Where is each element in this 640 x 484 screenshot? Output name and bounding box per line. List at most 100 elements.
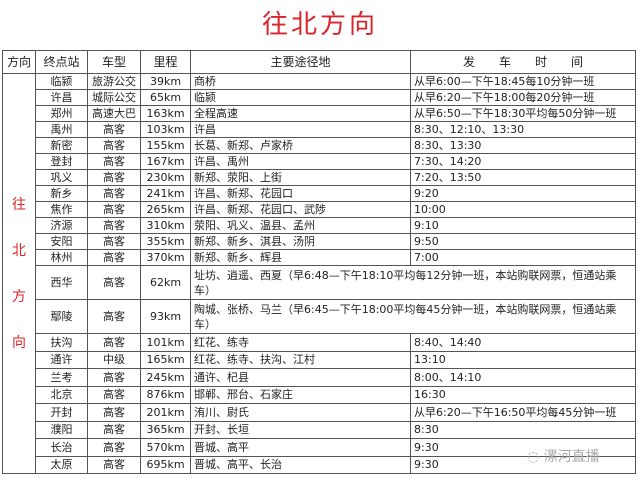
distance-cell: 570km: [140, 438, 191, 457]
distance-cell: 245km: [140, 368, 191, 387]
bus-type-cell: 高客: [87, 137, 141, 154]
route-cell: 新郑、新乡、淇县、汤阴: [190, 233, 411, 250]
table-row: 巩义 高客 230km 新郑、荥阳、上街 7:20、13:50: [3, 169, 636, 186]
header-route: 主要途径地: [190, 50, 411, 74]
destination-cell: 太原: [35, 455, 88, 474]
distance-cell: 241km: [140, 185, 191, 202]
route-cell: 红花、练寺、扶沟、江村: [190, 350, 411, 369]
bus-type-cell: 高客: [87, 333, 141, 352]
route-cell: 洧川、尉氏: [190, 403, 411, 422]
distance-cell: 62km: [140, 265, 191, 300]
distance-cell: 230km: [140, 169, 191, 186]
distance-cell: 310km: [140, 217, 191, 234]
departure-time-cell: 9:30: [410, 438, 636, 457]
departure-time-cell: 从早6:50—下午18:30平均每50分钟一班: [410, 105, 636, 122]
destination-cell: 登封: [35, 153, 88, 170]
departure-time-cell: 10:00: [410, 201, 636, 218]
distance-cell: 167km: [140, 153, 191, 170]
bus-type-cell: 高客: [87, 385, 141, 404]
route-cell: 许昌: [190, 121, 411, 138]
bus-type-cell: 高客: [87, 265, 141, 300]
bus-type-cell: 高客: [87, 169, 141, 186]
direction-cell: 往北方向: [2, 73, 36, 474]
schedule-table: 方向 终点站 车型 里程 主要途径地 发 车 时 间 往北方向临颍 旅游公交 39k…: [2, 50, 636, 474]
distance-cell: 265km: [140, 201, 191, 218]
distance-cell: 876km: [140, 385, 191, 404]
departure-time-cell: 16:30: [410, 385, 636, 404]
table-row: 西华 高客 62km 址坊、逍遥、西夏（早6:48—下午18:10平均每12分钟一班，…: [3, 265, 636, 300]
departure-time-cell: 9:10: [410, 217, 636, 234]
bus-type-cell: 高客: [87, 217, 141, 234]
route-cell: 长葛、新郑、卢家桥: [190, 137, 411, 154]
destination-cell: 临颍: [35, 73, 88, 90]
route-cell: 临颍: [190, 89, 411, 106]
bus-type-cell: 高客: [87, 420, 141, 439]
header-row: 方向 终点站 车型 里程 主要途径地 发 车 时 间: [2, 50, 636, 74]
bus-type-cell: 高客: [87, 153, 141, 170]
route-cell: 许昌、新郑、花园口、武陟: [190, 201, 411, 218]
table-row: 登封 高客 167km 许昌、禹州 7:30、14:20: [3, 153, 636, 170]
departure-time-cell: 7:00: [410, 249, 636, 266]
table-row: 安阳 高客 355km 新郑、新乡、淇县、汤阴 9:50: [3, 233, 636, 250]
table-row: 郑州 高速大巴 163km 全程高速 从早6:50—下午18:30平均每50分钟一班: [3, 105, 636, 122]
bus-type-cell: 高客: [87, 233, 141, 250]
route-cell: 通许、杞县: [190, 368, 411, 387]
header-destination: 终点站: [35, 50, 88, 74]
destination-cell: 濮阳: [35, 420, 88, 439]
destination-cell: 兰考: [35, 368, 88, 387]
distance-cell: 163km: [140, 105, 191, 122]
route-cell: 新郑、新乡、辉县: [190, 249, 411, 266]
destination-cell: 巩义: [35, 169, 88, 186]
distance-cell: 695km: [140, 455, 191, 474]
distance-cell: 201km: [140, 403, 191, 422]
destination-cell: 鄢陵: [35, 299, 88, 334]
destination-cell: 通许: [35, 350, 88, 369]
page-title: 往北方向: [261, 10, 378, 40]
table-row: 新乡 高客 241km 许昌、新郑、花园口 9:20: [3, 185, 636, 202]
departure-time-cell: 从早6:00—下午18:45每10分钟一班: [410, 73, 636, 90]
distance-cell: 355km: [140, 233, 191, 250]
route-cell: 全程高速: [190, 105, 411, 122]
wechat-icon: ◌: [527, 449, 544, 465]
destination-cell: 许昌: [35, 89, 88, 106]
route-cell: 红花、练寺: [190, 333, 411, 352]
direction-char: 北: [12, 242, 26, 259]
distance-cell: 65km: [140, 89, 191, 106]
distance-cell: 155km: [140, 137, 191, 154]
table-row: 开封 高客 201km 洧川、尉氏 从早6:20—下午16:50平均每45分钟一班: [3, 403, 636, 422]
table-row: 禹州 高客 103km 许昌 8:30、12:10、13:30: [3, 121, 636, 138]
destination-cell: 新乡: [35, 185, 88, 202]
destination-cell: 新密: [35, 137, 88, 154]
departure-time-cell: 9:30: [410, 455, 636, 474]
table-row: 扶沟 高客 101km 红花、练寺 8:40、14:40: [3, 333, 636, 352]
departure-time-cell: 从早6:20—下午16:50平均每45分钟一班: [410, 403, 636, 422]
departure-time-cell: 8:40、14:40: [410, 333, 636, 352]
bus-type-cell: 旅游公交: [87, 73, 141, 90]
table-row: 往北方向临颍 旅游公交 39km 商桥 从早6:00—下午18:45每10分钟一班: [2, 73, 636, 474]
destination-cell: 林州: [35, 249, 88, 266]
bus-type-cell: 高客: [87, 249, 141, 266]
bus-type-cell: 高速大巴: [87, 105, 141, 122]
destination-cell: 禹州: [35, 121, 88, 138]
table-row: 新密 高客 155km 长葛、新郑、卢家桥 8:30、13:30: [3, 137, 636, 154]
distance-cell: 103km: [140, 121, 191, 138]
departure-time-cell: 8:30、13:30: [410, 137, 636, 154]
destination-cell: 焦作: [35, 201, 88, 218]
table-row: 北京 高客 876km 邯郸、邢台、石家庄 16:30: [3, 385, 636, 404]
header-distance: 里程: [140, 50, 191, 74]
departure-time-cell: 9:50: [410, 233, 636, 250]
bus-type-cell: 高客: [87, 121, 141, 138]
bus-type-cell: 高客: [87, 185, 141, 202]
departure-time-cell: 8:00、14:10: [410, 368, 636, 387]
table-row: 焦作 高客 265km 许昌、新郑、花园口、武陟 10:00: [3, 201, 636, 218]
bus-type-cell: 高客: [87, 403, 141, 422]
departure-time-cell: 从早6:20—下午18:00每20分钟一班: [410, 89, 636, 106]
destination-cell: 长治: [35, 438, 88, 457]
departure-time-cell: 13:10: [410, 350, 636, 369]
destination-cell: 济源: [35, 217, 88, 234]
bus-type-cell: 高客: [87, 455, 141, 474]
table-row: 许昌 城际公交 65km 临颍 从早6:20—下午18:00每20分钟一班: [3, 89, 636, 106]
bus-type-cell: 高客: [87, 299, 141, 334]
route-cell: 邯郸、邢台、石家庄: [190, 385, 411, 404]
header-direction: 方向: [2, 50, 36, 74]
